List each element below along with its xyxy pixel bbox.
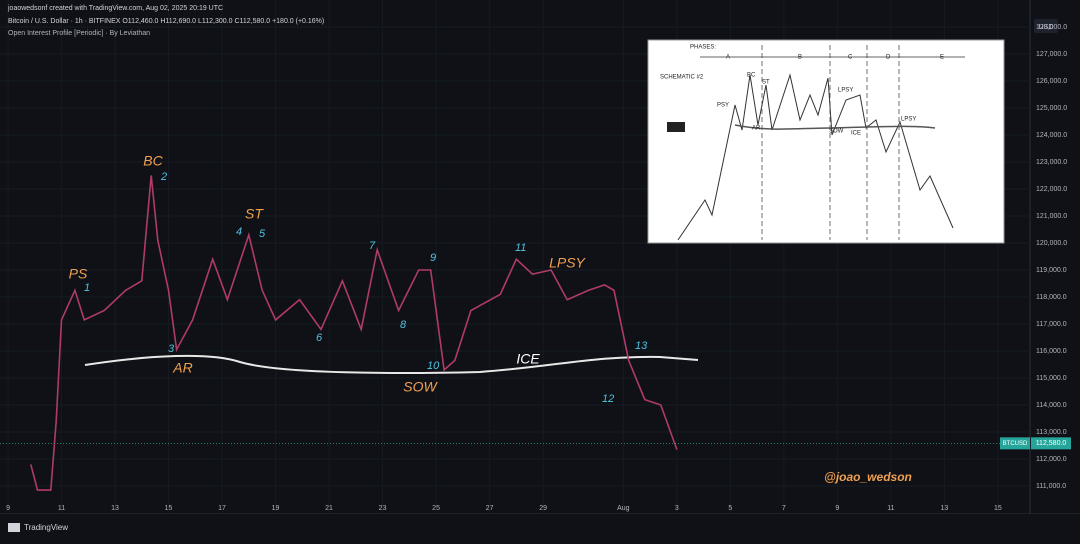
- x-tick-label: 7: [782, 505, 786, 512]
- annotation: ICE: [516, 351, 540, 367]
- inset-title: SCHEMATIC #2: [660, 75, 704, 81]
- phase-label: D: [886, 55, 891, 61]
- last-price-label: 112,580.0: [1036, 440, 1067, 447]
- inset-label: PSY: [717, 103, 729, 109]
- inset-frame: [647, 39, 1005, 244]
- x-tick-label: 3: [675, 505, 679, 512]
- currency-box[interactable]: [1034, 19, 1058, 33]
- x-tick-label: 5: [728, 505, 732, 512]
- phase-dividers: [761, 45, 900, 240]
- x-tick-label: 9: [835, 505, 839, 512]
- inset-label: AR: [752, 126, 761, 132]
- annotation: BC: [143, 153, 163, 169]
- y-tick-label: 117,000.0: [1036, 321, 1067, 328]
- price-line: [30, 175, 678, 491]
- y-tick-label: 114,000.0: [1036, 402, 1067, 409]
- y-tick-label: 118,000.0: [1036, 294, 1067, 301]
- x-tick-label: 19: [272, 505, 280, 512]
- y-tick-label: 116,000.0: [1036, 348, 1067, 355]
- x-tick-label: 29: [539, 505, 547, 512]
- symbol-info: Bitcoin / U.S. Dollar · 1h · BITFINEX O1…: [8, 18, 324, 25]
- annotations: PS BC ST AR SOW ICE LPSY 1 2 3 4 5 6 7 8…: [69, 153, 912, 484]
- brand: TradingView: [24, 523, 68, 532]
- annotation: 13: [635, 340, 648, 352]
- y-tick-label: 123,000.0: [1036, 159, 1067, 166]
- x-tick-label: 11: [58, 505, 65, 512]
- footer: [0, 514, 1080, 539]
- inset-label: ICE: [851, 131, 861, 137]
- x-tick-label: 17: [218, 505, 226, 512]
- annotation: 2: [160, 171, 167, 183]
- last-price-tag: [1031, 437, 1071, 450]
- y-tick-label: 128,000.0: [1036, 24, 1067, 31]
- watermark: @joao_wedson: [824, 470, 912, 484]
- inset-label: ST: [762, 80, 770, 86]
- y-tick-label: 122,000.0: [1036, 186, 1067, 193]
- annotation: LPSY: [549, 255, 586, 271]
- x-tick-label: 27: [486, 505, 494, 512]
- annotation: PS: [69, 266, 88, 282]
- ice-line: [84, 354, 699, 374]
- y-tick-label: 111,000.0: [1036, 483, 1066, 490]
- annotation: 12: [602, 393, 614, 405]
- x-tick-label: 13: [111, 505, 119, 512]
- schematic-inset: PHASES: SCHEMATIC #2 A B C D E PSY BC ST…: [647, 39, 1005, 244]
- symbol-tag: [1000, 437, 1030, 450]
- annotation: 10: [427, 360, 440, 372]
- phase-label: C: [848, 55, 853, 61]
- y-tick-label: 115,000.0: [1036, 375, 1067, 382]
- phase-label: B: [798, 55, 802, 61]
- price-series: [30, 175, 678, 491]
- inset-label: SOW: [829, 129, 844, 135]
- x-tick-label: 21: [325, 505, 333, 512]
- y-tick-label: 124,000.0: [1036, 132, 1067, 139]
- x-tick-label: 15: [165, 505, 173, 512]
- annotation: 5: [259, 228, 266, 240]
- schematic-box: [667, 122, 685, 132]
- annotation: 1: [84, 282, 90, 294]
- x-tick-label: 23: [379, 505, 387, 512]
- annotation: 8: [400, 319, 407, 331]
- annotation: 9: [430, 252, 436, 264]
- author: joaowedsonf created with TradingView.com…: [7, 5, 223, 12]
- phase-label: A: [726, 55, 730, 61]
- grid: [0, 0, 1030, 513]
- x-tick-label: 25: [432, 505, 440, 512]
- y-tick-label: 125,000.0: [1036, 105, 1067, 112]
- annotation: 4: [236, 226, 242, 238]
- x-tick-label: 9: [6, 505, 10, 512]
- x-tick-label: Aug: [617, 505, 630, 512]
- inset-label: LPSY: [901, 117, 916, 123]
- y-tick-label: 127,000.0: [1036, 51, 1067, 58]
- y-tick-label: 120,000.0: [1036, 240, 1067, 247]
- annotation: AR: [172, 360, 192, 376]
- phase-label: E: [940, 55, 944, 61]
- symbol-tag-label: BTCUSD: [1003, 441, 1028, 447]
- inset-phases: PHASES:: [690, 45, 716, 51]
- x-tick-label: 11: [887, 505, 894, 512]
- annotation: 7: [369, 240, 376, 252]
- x-tick-label: 13: [940, 505, 948, 512]
- y-tick-label: 113,000.0: [1036, 429, 1067, 436]
- brand-logo: [8, 523, 20, 532]
- y-tick-label: 119,000.0: [1036, 267, 1067, 274]
- annotation: 3: [168, 343, 175, 355]
- currency[interactable]: USD: [1039, 24, 1054, 31]
- inset-label: LPSY: [838, 88, 853, 94]
- y-tick-label: 121,000.0: [1036, 213, 1067, 220]
- annotation: SOW: [403, 379, 438, 395]
- annotation: 11: [515, 242, 526, 254]
- indicator: Open Interest Profile [Periodic] · By Le…: [8, 30, 150, 37]
- schematic-ice: [734, 124, 936, 130]
- inset-label: BC: [747, 73, 756, 79]
- annotation: 6: [316, 332, 323, 344]
- y-tick-label: 126,000.0: [1036, 78, 1067, 85]
- annotation: ST: [245, 206, 264, 222]
- x-tick-label: 15: [994, 505, 1002, 512]
- y-tick-label: 112,000.0: [1036, 456, 1067, 463]
